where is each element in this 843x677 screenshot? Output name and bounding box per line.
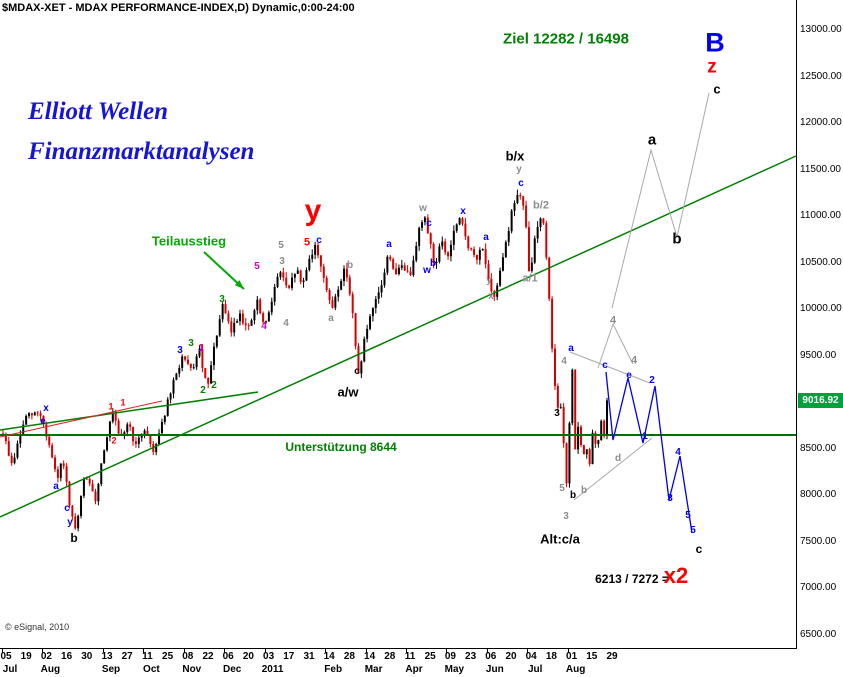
month-tick-mark <box>365 649 367 653</box>
day-tick-label: 14 <box>364 651 376 662</box>
day-tick-label: 16 <box>61 651 73 662</box>
price-axis[interactable]: 9016.92 13000.00 12500.00 12000.00 11500.00… <box>796 0 843 677</box>
month-tick-label: 2011 <box>261 664 284 675</box>
copyright-text: © eSignal, 2010 <box>5 622 70 632</box>
watermark-line-1: Elliott Wellen <box>28 98 169 125</box>
price-tick-label: 8500.00 <box>800 442 837 454</box>
price-tick-label: 8000.00 <box>800 489 837 500</box>
month-tick-mark <box>264 649 266 653</box>
day-tick-label: 17 <box>283 651 295 662</box>
month-tick-mark <box>143 649 145 653</box>
day-tick-label: 06 <box>222 651 234 662</box>
month-tick-mark <box>527 649 529 653</box>
month-tick-mark <box>183 649 185 653</box>
month-tick-mark <box>325 649 327 653</box>
price-tick-label: 12000.00 <box>800 117 842 128</box>
price-tick-label: 12500.00 <box>800 70 842 82</box>
month-tick-mark <box>567 649 569 653</box>
price-tick-label: 10500.00 <box>800 256 842 268</box>
teilausstieg-arrow-head <box>234 280 244 289</box>
month-tick-label: Aug <box>565 664 586 675</box>
month-tick-label: Sep <box>101 664 121 675</box>
day-tick-label: 06 <box>485 651 497 662</box>
month-tick-mark <box>103 649 104 653</box>
price-tick-label: 9500.00 <box>800 349 837 361</box>
month-tick-label: Oct <box>143 664 160 675</box>
month-tick-label: Jun <box>485 664 504 675</box>
day-tick-label: 20 <box>505 651 517 662</box>
month-tick-label: Nov <box>182 664 202 675</box>
day-tick-label: 01 <box>566 651 578 662</box>
day-tick-label: 09 <box>444 651 456 662</box>
month-tick-mark <box>446 649 448 653</box>
red-trendline <box>0 400 163 438</box>
last-price-badge: 9016.92 <box>798 392 843 408</box>
day-tick-label: 22 <box>202 651 214 662</box>
day-tick-label: 19 <box>20 651 32 662</box>
price-tick-label: 11000.00 <box>800 210 841 221</box>
price-tick-label: 7500.00 <box>800 535 837 547</box>
day-tick-label: 28 <box>343 651 355 662</box>
day-tick-label: 05 <box>0 651 12 662</box>
watermark-line-2: Finanzmarktanalysen <box>28 138 255 165</box>
month-tick-label: May <box>444 664 465 675</box>
day-tick-label: 25 <box>424 651 436 662</box>
chart-title: $MDAX-XET - MDAX PERFORMANCE-INDEX,D) Dy… <box>2 2 355 14</box>
month-tick-label: Apr <box>405 664 423 675</box>
month-tick-mark <box>2 649 3 653</box>
day-tick-label: 27 <box>121 651 133 662</box>
watermark: Elliott Wellen Finanzmarktanalysen <box>28 92 254 172</box>
month-tick-label: Jul <box>2 664 18 675</box>
bull-projection-line <box>611 92 710 309</box>
day-tick-label: 11 <box>404 651 416 662</box>
price-tick-label: 7000.00 <box>800 582 837 593</box>
main-uptrend-line <box>0 155 797 518</box>
gray-alt-zigzag <box>597 322 634 369</box>
price-tick-label: 13000.00 <box>800 24 842 35</box>
day-tick-label: 02 <box>40 651 52 662</box>
day-tick-label: 18 <box>545 651 557 662</box>
price-tick-label: 6500.00 <box>800 628 837 640</box>
month-tick-mark <box>224 649 226 653</box>
day-tick-label: 20 <box>242 651 254 662</box>
candles <box>2 189 608 532</box>
month-tick-mark <box>42 649 44 653</box>
day-tick-label: 15 <box>586 651 598 662</box>
day-tick-label: 13 <box>101 651 113 662</box>
month-tick-label: Aug <box>40 664 61 675</box>
month-tick-mark <box>486 649 488 653</box>
secondary-uptrend-line <box>0 391 259 431</box>
day-tick-label: 28 <box>384 651 396 662</box>
day-tick-label: 29 <box>606 651 618 662</box>
month-tick-label: Feb <box>324 664 343 675</box>
candlestick-chart <box>0 92 797 534</box>
day-tick-label: 30 <box>81 651 93 662</box>
day-tick-label: 25 <box>162 651 174 662</box>
month-tick-mark <box>406 649 407 653</box>
price-tick-label: 10000.00 <box>800 303 842 314</box>
bear-projection-line <box>605 371 693 534</box>
price-tick-label: 11500.00 <box>800 163 841 175</box>
day-tick-label: 04 <box>525 651 537 662</box>
month-tick-label: Jul <box>527 664 543 675</box>
day-tick-label: 08 <box>182 651 194 662</box>
triangle-lower-line <box>573 437 653 501</box>
month-tick-label: Dec <box>223 664 242 675</box>
day-tick-label: 14 <box>323 651 335 662</box>
date-axis[interactable]: 05 19 02 16 30 13 27 11 25 08 22 06 20 03 17 31 14 28 14 28… <box>0 648 797 677</box>
day-tick-label: 11 <box>142 651 153 662</box>
day-tick-label: 23 <box>465 651 477 662</box>
day-tick-label: 03 <box>263 651 275 662</box>
day-tick-label: 31 <box>303 651 315 662</box>
triangle-upper-line <box>569 351 651 384</box>
month-tick-label: Mar <box>364 664 383 675</box>
